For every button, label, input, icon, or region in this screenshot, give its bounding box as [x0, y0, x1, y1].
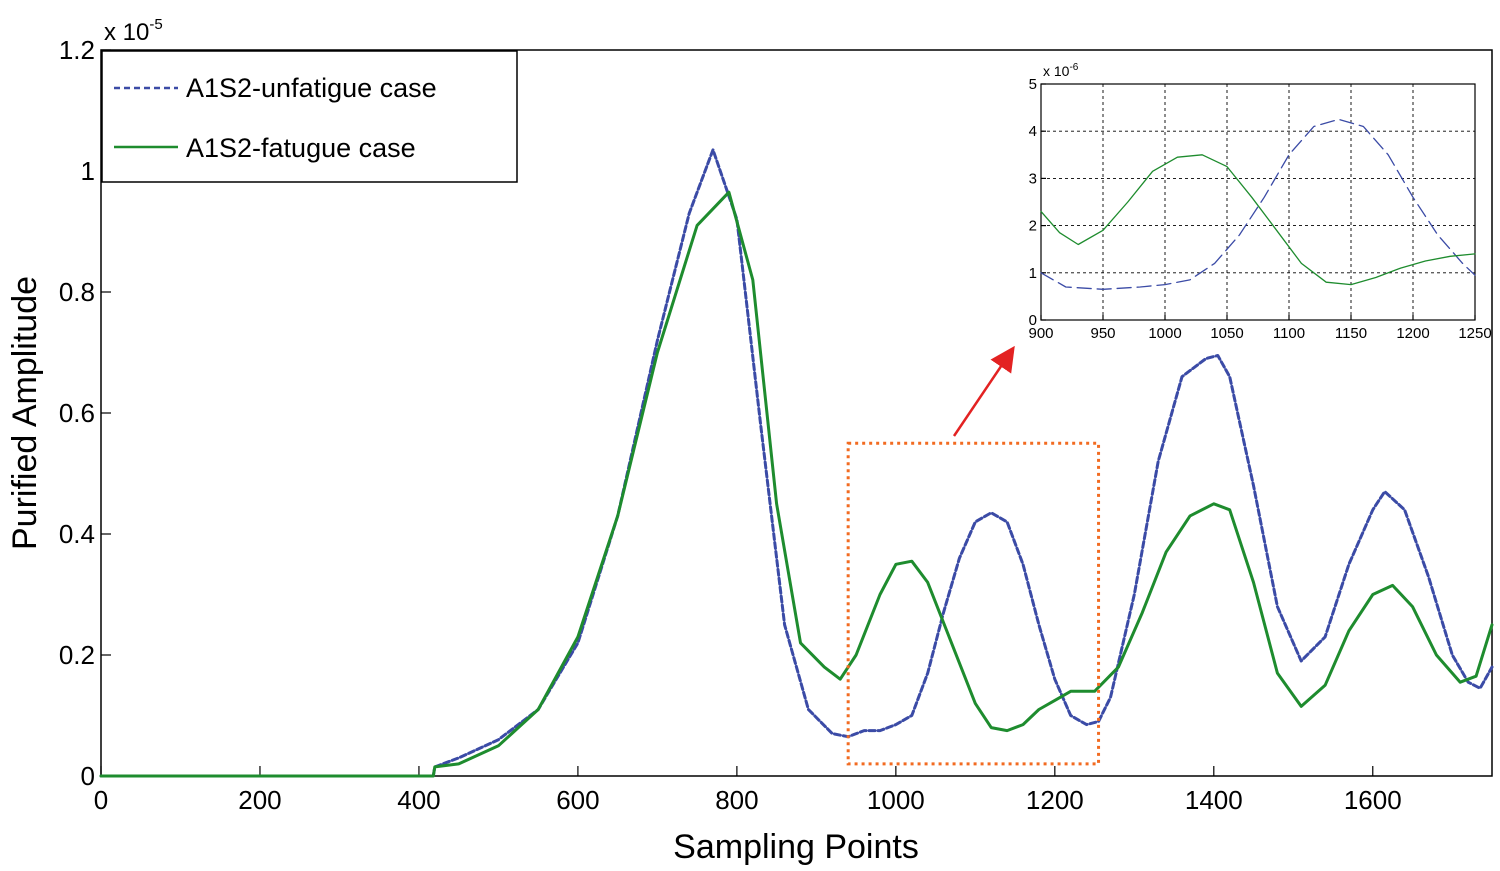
y-axis-label: Purified Amplitude: [6, 276, 44, 550]
inset-x-ticks: 900 950 1000 1050 1100 1150 1200 1250: [1028, 315, 1492, 342]
main-x-tick-label: 400: [397, 785, 440, 815]
inset-y-multiplier-exponent: -6: [1069, 62, 1078, 73]
inset-series-line-unfatigue: [1040, 118, 1476, 290]
inset-series-line-fatigue: [1040, 154, 1476, 286]
legend-label-unfatigue: A1S2-unfatigue case: [186, 73, 437, 103]
inset-x-tick-label: 1150: [1335, 325, 1367, 342]
main-x-tick-label: 200: [238, 785, 281, 815]
highlight-box: [846, 441, 1101, 766]
inset-x-tick-label: 950: [1090, 325, 1115, 342]
main-x-tick-label: 1000: [867, 785, 925, 815]
main-y-tick-label: 1: [81, 156, 95, 186]
inset-series: [1040, 118, 1476, 290]
main-y-tick-label: 1.2: [59, 35, 95, 65]
x-axis-label: Sampling Points: [673, 828, 919, 866]
main-y-tick-label: 0.8: [59, 277, 95, 307]
legend-box: [101, 50, 518, 183]
inset-y-tick-label: 4: [1029, 123, 1037, 140]
inset-y-tick-label: 0: [1029, 312, 1037, 329]
y-multiplier-exponent: -5: [149, 16, 162, 33]
main-y-tick-label: 0.2: [59, 640, 95, 670]
zoom-arrow: [952, 345, 1015, 437]
main-x-tick-label: 0: [94, 785, 108, 815]
inset-plot-frame: [1040, 83, 1476, 321]
inset-y-tick-label: 2: [1029, 218, 1037, 235]
main-x-tick-label: 1400: [1185, 785, 1243, 815]
main-y-tick-label: 0: [81, 761, 95, 791]
inset-chart: 900 950 1000 1050 1100 1150 1200 1250 0 1 2 3 4 5 x …: [1028, 62, 1491, 342]
y-multiplier: x 10-5: [104, 16, 163, 46]
main-x-ticks: 0 200 400 600 800 1000 1200 1400 1600: [94, 766, 1402, 815]
inset-y-multiplier-base: x 10: [1043, 63, 1070, 79]
inset-x-tick-label: 1050: [1210, 325, 1243, 342]
legend-label-fatigue: A1S2-fatugue case: [186, 133, 416, 163]
main-series: [99, 148, 1494, 778]
inset-y-tick-label: 5: [1029, 76, 1037, 93]
inset-x-tick-label: 1000: [1148, 325, 1181, 342]
main-x-tick-label: 600: [556, 785, 599, 815]
inset-background: [1041, 84, 1475, 320]
main-series-line-fatigue: [99, 190, 1494, 778]
main-x-tick-label: 800: [715, 785, 758, 815]
main-series-line-unfatigue: [99, 148, 1494, 778]
inset-y-multiplier: x 10-6: [1043, 62, 1079, 79]
main-y-tick-label: 0.4: [59, 519, 95, 549]
inset-x-tick-label: 1250: [1458, 325, 1491, 342]
y-multiplier-base: x 10: [104, 19, 149, 46]
inset-x-tick-label: 1200: [1396, 325, 1429, 342]
main-x-tick-label: 1600: [1344, 785, 1402, 815]
legend: A1S2-unfatigue case A1S2-fatugue case: [101, 50, 518, 183]
inset-y-ticks: 0 1 2 3 4 5: [1029, 76, 1046, 329]
inset-x-tick-label: 1100: [1273, 325, 1305, 342]
main-y-tick-label: 0.6: [59, 398, 95, 428]
inset-y-tick-label: 3: [1029, 170, 1037, 187]
main-y-ticks: 0 0.2 0.4 0.6 0.8 1 1.2: [59, 35, 111, 791]
inset-x-tick-label: 900: [1028, 325, 1053, 342]
inset-y-tick-label: 1: [1029, 265, 1037, 282]
main-x-tick-label: 1200: [1026, 785, 1084, 815]
